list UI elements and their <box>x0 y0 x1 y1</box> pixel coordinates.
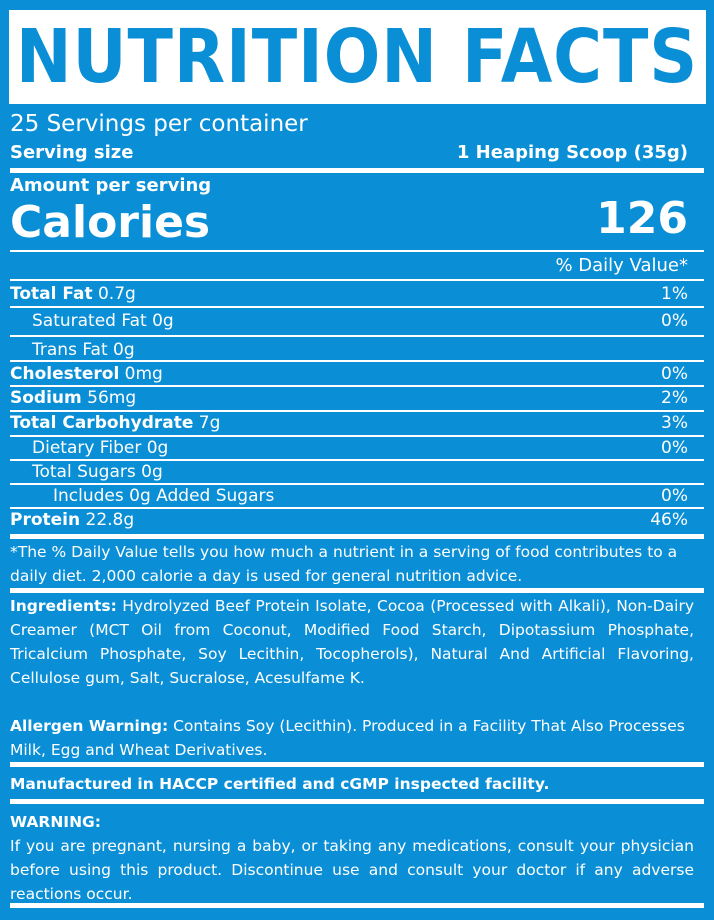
divider <box>10 306 704 308</box>
nutrient-row: Saturated Fat 0g 0% <box>32 309 688 333</box>
servings-per-container: 25 Servings per container <box>10 111 308 137</box>
nutrient-dv: 0% <box>661 486 688 506</box>
nutrient-name: Total Fat <box>10 284 93 304</box>
daily-value-footnote: *The % Daily Value tells you how much a … <box>10 543 678 585</box>
divider <box>10 279 704 281</box>
title-box: NUTRITION FACTS <box>9 10 706 104</box>
nutrient-name: Dietary Fiber 0g <box>32 438 169 458</box>
nutrient-amount: 0.7g <box>92 284 136 304</box>
divider <box>10 534 704 539</box>
warning-label: WARNING: <box>10 813 101 831</box>
divider <box>10 410 704 412</box>
nutrient-dv: 0% <box>661 364 688 384</box>
nutrient-amount: 0mg <box>119 364 163 384</box>
nutrient-name: Sodium <box>10 388 82 408</box>
nutrient-row: Cholesterol 0mg 0% <box>10 362 688 386</box>
nutrient-name: Trans Fat 0g <box>32 340 135 360</box>
serving-size-label: Serving size <box>10 142 134 163</box>
nutrient-dv: 2% <box>661 388 688 408</box>
divider <box>10 483 704 485</box>
manufactured-statement: Manufactured in HACCP certified and cGMP… <box>10 775 550 793</box>
nutrient-name: Saturated Fat 0g <box>32 311 174 331</box>
nutrient-row: Total Sugars 0g <box>32 460 688 484</box>
nutrient-dv: 1% <box>661 284 688 304</box>
nutrient-name: Cholesterol <box>10 364 120 384</box>
divider <box>10 385 704 387</box>
nutrient-amount: 7g <box>193 413 221 433</box>
nutrient-dv: 0% <box>661 438 688 458</box>
nutrient-dv: 0% <box>661 311 688 331</box>
divider <box>10 762 704 767</box>
nutrient-row: Protein 22.8g 46% <box>10 508 688 532</box>
divider <box>10 903 704 908</box>
ingredients-label: Ingredients: <box>10 597 117 615</box>
nutrient-dv: 46% <box>650 510 688 530</box>
nutrient-name: Protein <box>10 510 81 530</box>
divider <box>10 588 704 593</box>
nutrient-row: Includes 0g Added Sugars 0% <box>53 484 688 508</box>
allergen-section: Allergen Warning: Contains Soy (Lecithin… <box>10 714 694 762</box>
ingredients-section: Ingredients: Hydrolyzed Beef Protein Iso… <box>10 594 694 690</box>
calories-value: 126 <box>596 193 688 244</box>
allergen-text: Contains Soy (Lecithin). Produced in a F… <box>10 717 685 759</box>
divider <box>10 360 704 362</box>
nutrient-row: Trans Fat 0g <box>32 338 688 362</box>
nutrient-row: Total Fat 0.7g 1% <box>10 282 688 306</box>
nutrient-name: Total Sugars 0g <box>32 462 163 482</box>
divider <box>10 799 704 804</box>
divider <box>10 435 704 437</box>
nutrient-amount: 56mg <box>81 388 137 408</box>
divider <box>10 507 704 509</box>
ingredients-text: Hydrolyzed Beef Protein Isolate, Cocoa (… <box>10 597 694 687</box>
divider <box>10 459 704 461</box>
nutrient-row: Sodium 56mg 2% <box>10 386 688 410</box>
label-title: NUTRITION FACTS <box>16 14 699 100</box>
calories-label: Calories <box>10 197 211 248</box>
divider <box>10 250 704 252</box>
nutrient-amount: 22.8g <box>80 510 135 530</box>
nutrient-row: Dietary Fiber 0g 0% <box>32 436 688 460</box>
nutrient-name: Includes 0g Added Sugars <box>53 486 275 506</box>
warning-text: If you are pregnant, nursing a baby, or … <box>10 837 694 903</box>
allergen-label: Allergen Warning: <box>10 717 169 735</box>
nutrient-dv: 3% <box>661 413 688 433</box>
nutrient-row: Total Carbohydrate 7g 3% <box>10 411 688 435</box>
divider <box>10 168 704 173</box>
nutrient-name: Total Carbohydrate <box>10 413 194 433</box>
serving-size-value: 1 Heaping Scoop (35g) <box>456 142 688 163</box>
daily-value-header: % Daily Value* <box>555 255 688 276</box>
divider <box>10 335 704 337</box>
amount-per-serving: Amount per serving <box>10 175 212 196</box>
